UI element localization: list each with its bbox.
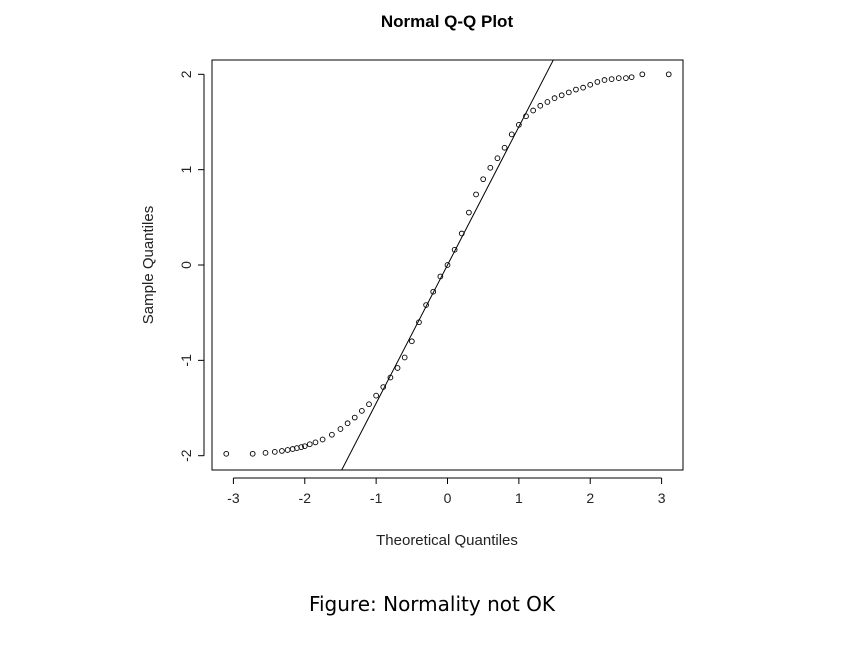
- data-point: [544, 99, 551, 105]
- data-point: [284, 447, 291, 453]
- reference-line: [341, 60, 554, 470]
- data-point: [262, 449, 269, 456]
- data-point: [437, 273, 444, 280]
- data-point: [271, 449, 278, 455]
- data-point: [665, 71, 672, 78]
- x-tick-label: -2: [299, 490, 312, 506]
- data-points: [223, 71, 672, 457]
- data-point: [249, 450, 256, 457]
- data-point: [337, 426, 344, 432]
- data-point: [279, 448, 285, 454]
- data-point: [594, 79, 601, 85]
- data-point: [298, 444, 305, 450]
- data-point: [223, 450, 230, 457]
- data-point: [366, 401, 372, 408]
- data-point: [329, 431, 335, 438]
- y-tick-label: 0: [178, 261, 194, 269]
- data-point: [458, 230, 465, 237]
- data-point: [444, 262, 451, 268]
- x-tick-label: -1: [370, 490, 383, 506]
- y-tick-label: -1: [178, 354, 194, 367]
- x-tick-label: 1: [515, 490, 523, 506]
- data-point: [359, 408, 365, 414]
- y-tick-label: -2: [178, 449, 194, 462]
- y-tick-label: 2: [178, 70, 194, 78]
- data-point: [565, 89, 572, 96]
- data-point: [558, 92, 565, 99]
- y-tick-label: 1: [178, 166, 194, 174]
- data-point: [601, 77, 608, 83]
- data-point: [628, 74, 635, 81]
- data-point: [501, 144, 508, 151]
- data-point: [312, 439, 319, 446]
- x-tick-label: 2: [586, 490, 594, 506]
- data-point: [319, 436, 326, 443]
- data-point: [516, 121, 522, 128]
- y-axis-label: Sample Quantiles: [140, 206, 157, 324]
- data-point: [587, 81, 594, 88]
- x-axis-label: Theoretical Quantiles: [376, 532, 518, 549]
- x-tick-label: 3: [658, 490, 666, 506]
- x-tick-label: -3: [227, 490, 240, 506]
- data-point: [573, 86, 579, 93]
- x-tick-label: 0: [444, 490, 452, 506]
- data-point: [430, 288, 437, 295]
- data-point: [301, 443, 308, 450]
- data-point: [537, 102, 544, 109]
- data-point: [451, 246, 458, 253]
- data-point: [466, 209, 472, 216]
- data-point: [523, 113, 529, 120]
- data-point: [351, 414, 358, 421]
- data-point: [508, 131, 515, 138]
- plot-frame: [211, 59, 684, 471]
- data-point: [623, 75, 629, 81]
- data-point: [387, 374, 394, 381]
- data-point: [306, 441, 313, 448]
- data-point: [473, 191, 479, 198]
- data-point: [639, 71, 646, 78]
- data-point: [416, 319, 422, 326]
- data-point: [401, 354, 408, 361]
- data-point: [487, 164, 494, 171]
- data-point: [394, 365, 401, 371]
- data-point: [408, 338, 415, 345]
- data-point: [551, 95, 558, 101]
- x-axis: -3 -2 -1 0 1 2 3: [227, 477, 666, 506]
- data-point: [615, 75, 622, 81]
- data-point: [494, 155, 501, 162]
- chart-title: Normal Q-Q Plot: [381, 12, 514, 31]
- data-point: [373, 392, 379, 399]
- figure-caption: Figure: Normality not OK: [308, 592, 556, 616]
- data-point: [423, 302, 429, 308]
- data-point: [608, 76, 615, 82]
- data-point: [530, 107, 536, 114]
- y-axis: -2 -1 0 1 2: [178, 70, 205, 462]
- data-point: [344, 420, 351, 427]
- data-point: [580, 84, 586, 91]
- data-point: [380, 384, 387, 390]
- data-point: [480, 176, 487, 183]
